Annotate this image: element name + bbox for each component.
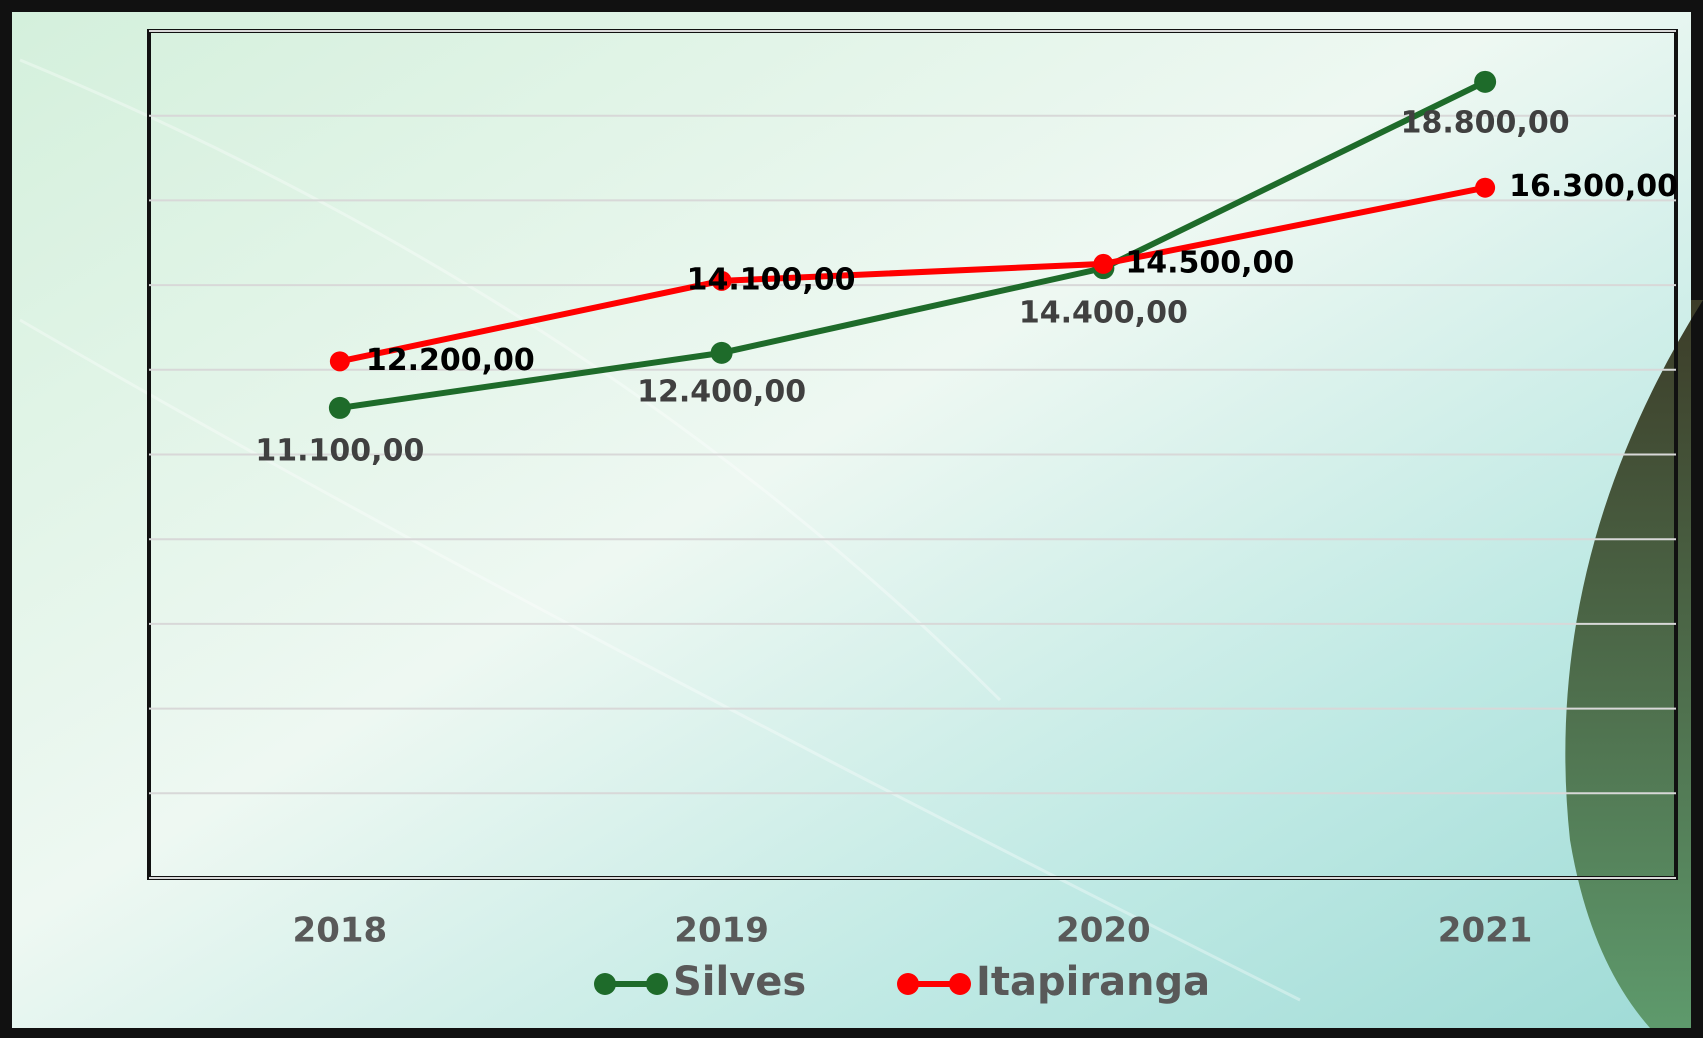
line — [339, 79, 1487, 411]
x-tick-label: 2021 — [1438, 911, 1533, 951]
value-label: 14.500,00 — [1125, 245, 1294, 280]
background — [12, 12, 1691, 1028]
value-label: 18.800,00 — [1401, 105, 1570, 140]
legend-marker — [949, 973, 971, 995]
marker — [329, 351, 350, 372]
value-label: 14.100,00 — [687, 262, 856, 297]
legend-marker — [594, 973, 616, 995]
value-label: 12.400,00 — [637, 374, 806, 409]
legend-marker — [897, 973, 919, 995]
x-tick-label: 2020 — [1056, 911, 1151, 951]
leaf-decoration — [1565, 300, 1703, 1028]
marker — [1093, 253, 1114, 274]
legend-label: Itapiranga — [976, 959, 1210, 1005]
value-label: 16.300,00 — [1509, 169, 1678, 204]
line — [339, 184, 1486, 365]
value-label: 12.200,00 — [366, 343, 535, 378]
marker — [1475, 177, 1496, 198]
legend-label: Silves — [673, 959, 806, 1005]
x-tick-label: 2019 — [674, 911, 769, 951]
marker — [328, 396, 351, 419]
marker — [1474, 70, 1497, 93]
marker — [711, 270, 732, 291]
x-tick-label: 2018 — [293, 911, 388, 951]
legend-marker — [646, 973, 668, 995]
decoration — [19, 58, 1301, 1002]
marker — [710, 341, 733, 364]
value-label: 11.100,00 — [255, 433, 424, 468]
value-label: 14.400,00 — [1019, 296, 1188, 331]
